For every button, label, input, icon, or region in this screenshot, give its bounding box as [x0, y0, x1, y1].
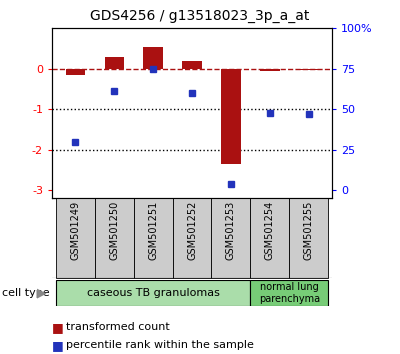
Bar — [289, 198, 328, 278]
Bar — [221, 69, 241, 164]
Text: ▶: ▶ — [37, 286, 47, 299]
Text: GSM501249: GSM501249 — [70, 201, 80, 260]
Bar — [66, 69, 85, 75]
Bar — [299, 69, 318, 70]
Bar — [212, 198, 250, 278]
Text: caseous TB granulomas: caseous TB granulomas — [87, 288, 220, 298]
Bar — [260, 69, 280, 71]
Text: GSM501254: GSM501254 — [265, 201, 275, 260]
Text: ■: ■ — [52, 321, 64, 334]
Text: percentile rank within the sample: percentile rank within the sample — [66, 340, 254, 350]
Text: GSM501251: GSM501251 — [148, 201, 158, 260]
Text: ■: ■ — [52, 339, 64, 352]
Text: GSM501250: GSM501250 — [109, 201, 119, 260]
Bar — [56, 280, 250, 306]
Bar — [95, 198, 134, 278]
Text: normal lung
parenchyma: normal lung parenchyma — [259, 282, 320, 304]
Bar — [182, 62, 202, 69]
Bar — [104, 57, 124, 69]
Text: GSM501252: GSM501252 — [187, 201, 197, 260]
Text: GSM501253: GSM501253 — [226, 201, 236, 260]
Text: GSM501255: GSM501255 — [304, 201, 314, 260]
Bar — [143, 46, 163, 69]
Text: transformed count: transformed count — [66, 322, 170, 332]
Bar — [250, 280, 328, 306]
Bar — [250, 198, 289, 278]
Text: GDS4256 / g13518023_3p_a_at: GDS4256 / g13518023_3p_a_at — [90, 9, 310, 23]
Bar — [56, 198, 95, 278]
Bar — [172, 198, 212, 278]
Bar — [134, 198, 172, 278]
Text: cell type: cell type — [2, 288, 50, 298]
